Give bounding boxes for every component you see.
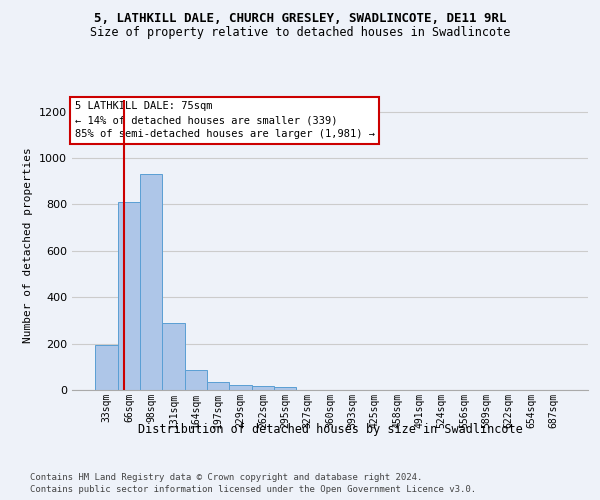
Text: 5, LATHKILL DALE, CHURCH GRESLEY, SWADLINCOTE, DE11 9RL: 5, LATHKILL DALE, CHURCH GRESLEY, SWADLI… <box>94 12 506 26</box>
Bar <box>185 370 207 390</box>
Bar <box>140 174 163 390</box>
Y-axis label: Number of detached properties: Number of detached properties <box>23 147 34 343</box>
Text: Size of property relative to detached houses in Swadlincote: Size of property relative to detached ho… <box>90 26 510 39</box>
Bar <box>274 387 296 390</box>
Bar <box>118 202 140 390</box>
Bar <box>252 386 274 390</box>
Text: Contains public sector information licensed under the Open Government Licence v3: Contains public sector information licen… <box>30 485 476 494</box>
Bar <box>95 345 118 390</box>
Text: Distribution of detached houses by size in Swadlincote: Distribution of detached houses by size … <box>137 422 523 436</box>
Bar <box>229 386 252 390</box>
Text: Contains HM Land Registry data © Crown copyright and database right 2024.: Contains HM Land Registry data © Crown c… <box>30 472 422 482</box>
Text: 5 LATHKILL DALE: 75sqm
← 14% of detached houses are smaller (339)
85% of semi-de: 5 LATHKILL DALE: 75sqm ← 14% of detached… <box>74 102 374 140</box>
Bar <box>163 322 185 390</box>
Bar <box>207 382 229 390</box>
